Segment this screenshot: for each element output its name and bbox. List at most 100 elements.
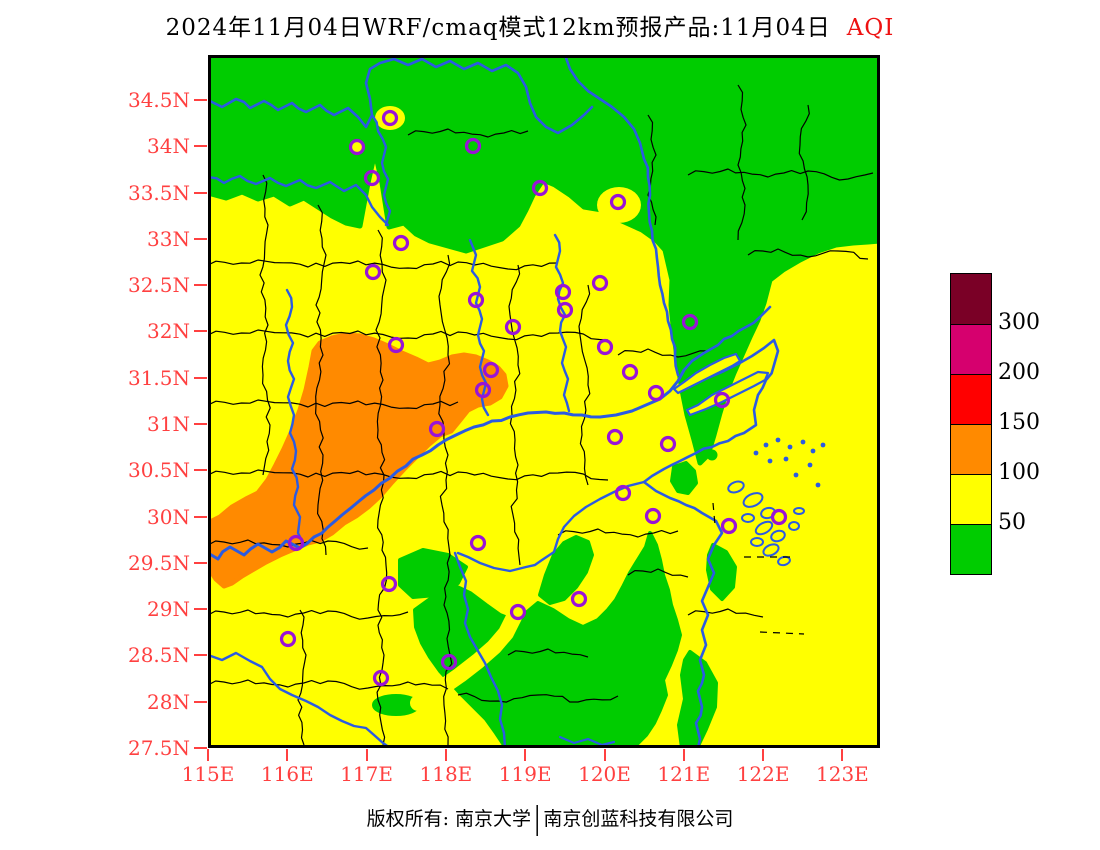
city-marker	[474, 381, 492, 399]
legend-color-swatch	[951, 424, 991, 474]
regions-green-south	[372, 449, 737, 748]
county-boundary-line	[687, 168, 874, 181]
estuary-island	[685, 370, 770, 417]
city-marker	[570, 590, 588, 608]
copyright-owner: 版权所有: 南京大学	[366, 808, 532, 830]
county-boundary-line	[208, 469, 609, 481]
county-boundary-line	[208, 679, 449, 690]
city-marker	[428, 420, 446, 438]
city-marker	[372, 669, 390, 687]
city-marker	[387, 336, 405, 354]
city-marker	[644, 507, 662, 525]
city-marker	[647, 384, 665, 402]
city-marker	[556, 301, 574, 319]
lat-tick	[194, 99, 207, 101]
county-boundary-line	[208, 399, 459, 410]
copyright-company: 南京创蓝科技有限公司	[543, 808, 734, 830]
island-speck	[815, 482, 821, 488]
lon-tick-label: 122E	[736, 762, 790, 786]
lat-tick	[194, 284, 207, 287]
title-pollutant-label: AQI	[846, 15, 895, 41]
island-outline	[754, 520, 774, 536]
dashed-boundary	[712, 502, 716, 526]
estuary-island	[672, 352, 742, 395]
county-boundary-line	[798, 104, 810, 221]
lat-tick-label: 34N	[147, 134, 190, 159]
lat-tick-label: 28N	[147, 689, 190, 714]
lon-tick-label: 121E	[657, 762, 711, 786]
city-marker	[770, 508, 788, 526]
copyright-footer: 版权所有: 南京大学 | 南京创蓝科技有限公司	[0, 801, 1100, 836]
green-zhejiang-main	[413, 531, 682, 748]
city-marker	[609, 193, 627, 211]
county-boundary-line	[208, 259, 559, 271]
city-marker	[482, 361, 500, 379]
yellow-pocket	[375, 106, 405, 130]
city-marker	[504, 318, 522, 336]
legend-color-swatch	[951, 274, 991, 324]
page-title: 2024年11月04日WRF/cmaq模式12km预报产品:11月04日 AQI	[0, 8, 1060, 42]
dashed-boundaries	[712, 502, 805, 635]
city-marker	[467, 291, 485, 309]
legend-value-label: 150	[998, 410, 1040, 435]
county-boundary-line	[457, 692, 619, 703]
lon-tick	[286, 749, 289, 761]
city-markers	[279, 109, 788, 687]
island-outline	[793, 507, 805, 515]
city-marker	[364, 263, 382, 281]
county-boundary-line	[259, 174, 271, 476]
green-dot	[706, 449, 718, 461]
city-marker	[464, 137, 482, 155]
lat-tick-label: 32N	[147, 319, 190, 344]
island-speck	[787, 444, 793, 450]
island-outline	[762, 543, 780, 557]
county-boundary-line	[407, 128, 529, 138]
river-or-province-boundary	[208, 368, 686, 561]
lat-tick	[194, 561, 207, 564]
green-left-band	[398, 548, 468, 599]
river-or-province-boundary	[563, 55, 680, 377]
island-speck	[810, 448, 816, 454]
city-marker	[509, 603, 527, 621]
lon-tick	[841, 749, 844, 761]
lat-tick-label: 30.5N	[127, 458, 190, 483]
lon-tick	[603, 749, 606, 761]
river-or-province-boundary	[370, 113, 392, 227]
lat-tick-label: 29.5N	[127, 550, 190, 575]
lat-tick	[194, 700, 207, 703]
river-or-province-boundary	[558, 735, 616, 747]
county-boundary-line	[617, 348, 709, 358]
lat-tick-label: 30N	[147, 504, 190, 529]
city-marker	[531, 179, 549, 197]
lat-tick	[194, 330, 207, 333]
island-speck	[763, 442, 769, 448]
region-orange-central	[208, 332, 509, 589]
island-outline	[750, 537, 764, 547]
lon-tick	[682, 749, 685, 761]
river-or-province-boundary	[208, 651, 392, 748]
city-marker	[287, 534, 305, 552]
lon-tick-label: 123E	[816, 762, 869, 786]
county-boundary-line	[375, 229, 388, 746]
lat-tick-label: 31.5N	[127, 365, 190, 390]
lon-tick-label: 115E	[181, 762, 235, 786]
county-boundary-line	[438, 254, 453, 746]
city-marker	[614, 484, 632, 502]
yellow-pockets-in-green	[350, 106, 641, 223]
county-boundary-line	[208, 609, 409, 620]
island-speck	[753, 450, 759, 456]
legend-value-label: 50	[998, 510, 1026, 535]
city-marker	[363, 169, 381, 187]
legend-color-swatch	[951, 524, 991, 574]
lon-tick	[444, 749, 447, 761]
city-marker	[348, 138, 366, 156]
green-patch-under-lobe	[670, 461, 698, 495]
river-or-province-boundary	[468, 238, 490, 417]
county-boundary-line	[297, 609, 307, 746]
lat-tick	[194, 191, 207, 194]
city-marker	[681, 313, 699, 331]
island-speck	[767, 458, 773, 464]
island-speck	[807, 462, 813, 468]
lon-tick-label: 117E	[340, 762, 393, 786]
legend-value-label: 200	[998, 360, 1040, 385]
